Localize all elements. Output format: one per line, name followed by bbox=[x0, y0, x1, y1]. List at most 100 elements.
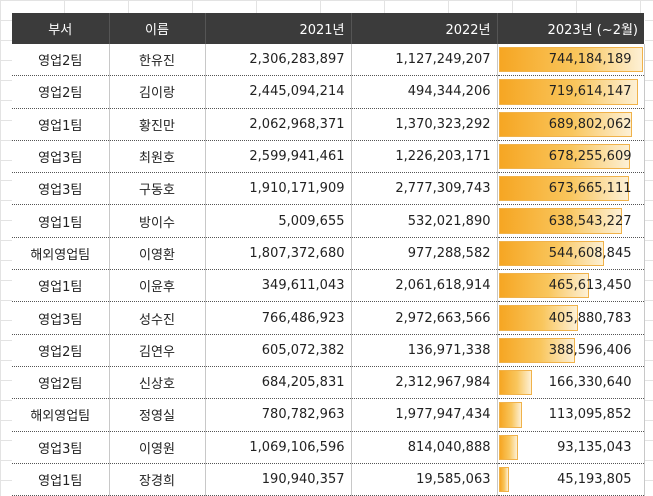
cell-name[interactable]: 최원호 bbox=[109, 140, 206, 174]
cell-2021[interactable]: 2,599,941,461 bbox=[205, 140, 352, 174]
data-bar bbox=[498, 143, 630, 170]
cell-2023-value: 93,135,043 bbox=[557, 439, 632, 455]
table-row: 해외영업팀 정영실 780,782,963 1,977,947,434 113,095,… bbox=[12, 398, 645, 432]
table-row: 영업2팀 김연우 605,072,382 136,971,338 388,596,406 bbox=[12, 334, 645, 367]
cell-dept[interactable]: 해외영업팀 bbox=[12, 398, 110, 432]
cell-2021[interactable]: 2,306,283,897 bbox=[205, 44, 352, 77]
cell-dept[interactable]: 영업3팀 bbox=[12, 301, 110, 335]
cell-2021[interactable]: 5,009,655 bbox=[205, 204, 352, 238]
table-row: 영업2팀 김이랑 2,445,094,214 494,344,206 719,614,1… bbox=[12, 75, 645, 109]
cell-2023[interactable]: 166,330,640 bbox=[497, 366, 645, 400]
header-2023[interactable]: 2023년 (~2월) bbox=[497, 13, 644, 44]
cell-name[interactable]: 이영환 bbox=[109, 237, 206, 271]
table-row: 영업2팀 신상호 684,205,831 2,312,967,984 166,330,6… bbox=[12, 366, 645, 400]
cell-2023[interactable]: 673,665,111 bbox=[497, 172, 645, 206]
data-bar bbox=[498, 369, 533, 396]
cell-2023[interactable]: 544,608,845 bbox=[497, 237, 645, 271]
cell-2023[interactable]: 465,613,450 bbox=[497, 269, 645, 303]
cell-name[interactable]: 김연우 bbox=[109, 334, 206, 367]
cell-dept[interactable]: 영업2팀 bbox=[12, 366, 110, 400]
table-row: 영업1팀 이윤후 349,611,043 2,061,618,914 465,613,4… bbox=[12, 269, 645, 303]
cell-2023[interactable]: 678,255,609 bbox=[497, 140, 645, 174]
cell-name[interactable]: 장경희 bbox=[109, 463, 206, 496]
cell-2022[interactable]: 1,370,323,292 bbox=[351, 108, 498, 141]
cell-2021[interactable]: 2,062,968,371 bbox=[205, 108, 352, 141]
cell-dept[interactable]: 영업2팀 bbox=[12, 334, 110, 367]
cell-2021[interactable]: 780,782,963 bbox=[205, 398, 352, 432]
cell-dept[interactable]: 영업3팀 bbox=[12, 140, 110, 174]
header-name[interactable]: 이름 bbox=[109, 13, 206, 44]
cell-2022[interactable]: 1,226,203,171 bbox=[351, 140, 498, 174]
data-bar bbox=[498, 434, 519, 460]
header-dept[interactable]: 부서 bbox=[12, 13, 110, 44]
data-bar bbox=[498, 111, 633, 137]
cell-2023[interactable]: 405,880,783 bbox=[497, 301, 645, 335]
cell-2022[interactable]: 814,040,888 bbox=[351, 431, 498, 464]
cell-2021[interactable]: 766,486,923 bbox=[205, 301, 352, 335]
cell-dept[interactable]: 영업2팀 bbox=[12, 44, 110, 77]
cell-2023-value: 45,193,805 bbox=[557, 472, 632, 487]
header-2021[interactable]: 2021년 bbox=[205, 13, 352, 44]
cell-dept[interactable]: 해외영업팀 bbox=[12, 237, 110, 271]
data-bar bbox=[498, 79, 638, 105]
cell-2021[interactable]: 1,807,372,680 bbox=[205, 237, 352, 271]
cell-name[interactable]: 정영실 bbox=[109, 398, 206, 432]
cell-2022[interactable]: 2,061,618,914 bbox=[351, 269, 498, 303]
cell-2021[interactable]: 1,069,106,596 bbox=[205, 431, 352, 464]
cell-2023-value: 638,543,227 bbox=[548, 213, 632, 229]
data-bar bbox=[498, 208, 623, 234]
cell-2021[interactable]: 190,940,357 bbox=[205, 463, 352, 496]
cell-2022[interactable]: 2,972,663,566 bbox=[351, 301, 498, 335]
cell-2023[interactable]: 689,802,062 bbox=[497, 108, 645, 141]
cell-2022[interactable]: 19,585,063 bbox=[351, 463, 498, 496]
cell-name[interactable]: 황진만 bbox=[109, 108, 206, 141]
cell-dept[interactable]: 영업1팀 bbox=[12, 463, 110, 496]
cell-name[interactable]: 방이수 bbox=[109, 204, 206, 238]
table-row: 영업3팀 구동호 1,910,171,909 2,777,309,743 673,665… bbox=[12, 172, 645, 206]
data-bar bbox=[498, 337, 575, 363]
cell-dept[interactable]: 영업3팀 bbox=[12, 431, 110, 464]
table-row: 영업1팀 황진만 2,062,968,371 1,370,323,292 689,802… bbox=[12, 108, 645, 141]
cell-2023[interactable]: 719,614,147 bbox=[497, 75, 645, 109]
cell-2022[interactable]: 1,127,249,207 bbox=[351, 44, 498, 77]
cell-dept[interactable]: 영업1팀 bbox=[12, 108, 110, 141]
cell-2021[interactable]: 605,072,382 bbox=[205, 334, 352, 367]
cell-dept[interactable]: 영업2팀 bbox=[12, 75, 110, 109]
cell-2023-value: 719,614,147 bbox=[548, 84, 632, 100]
cell-name[interactable]: 구동호 bbox=[109, 172, 206, 206]
cell-2022[interactable]: 2,312,967,984 bbox=[351, 366, 498, 400]
cell-name[interactable]: 김이랑 bbox=[109, 75, 206, 109]
cell-2022[interactable]: 1,977,947,434 bbox=[351, 398, 498, 432]
cell-name[interactable]: 이영원 bbox=[109, 431, 206, 464]
cell-dept[interactable]: 영업3팀 bbox=[12, 172, 110, 206]
cell-2022[interactable]: 2,777,309,743 bbox=[351, 172, 498, 206]
cell-2021[interactable]: 1,910,171,909 bbox=[205, 172, 352, 206]
cell-dept[interactable]: 영업1팀 bbox=[12, 269, 110, 303]
cell-2023[interactable]: 93,135,043 bbox=[497, 431, 645, 464]
table-row: 영업3팀 이영원 1,069,106,596 814,040,888 93,135,04… bbox=[12, 431, 645, 464]
header-2022[interactable]: 2022년 bbox=[351, 13, 498, 44]
cell-2023[interactable]: 744,184,189 bbox=[497, 44, 645, 77]
cell-2022[interactable]: 977,288,582 bbox=[351, 237, 498, 271]
cell-2023-value: 166,330,640 bbox=[548, 375, 632, 391]
cell-2021[interactable]: 684,205,831 bbox=[205, 366, 352, 400]
cell-2023[interactable]: 113,095,852 bbox=[497, 398, 645, 432]
cell-name[interactable]: 신상호 bbox=[109, 366, 206, 400]
cell-2023[interactable]: 45,193,805 bbox=[497, 463, 645, 496]
table-row: 해외영업팀 이영환 1,807,372,680 977,288,582 544,608,… bbox=[12, 237, 645, 271]
cell-2021[interactable]: 349,611,043 bbox=[205, 269, 352, 303]
cell-2023[interactable]: 638,543,227 bbox=[497, 204, 645, 238]
cell-2022[interactable]: 136,971,338 bbox=[351, 334, 498, 367]
data-bar bbox=[498, 305, 578, 331]
cell-name[interactable]: 한유진 bbox=[109, 44, 206, 77]
cell-2022[interactable]: 494,344,206 bbox=[351, 75, 498, 109]
cell-2022[interactable]: 532,021,890 bbox=[351, 204, 498, 238]
table-row: 영업3팀 성수진 766,486,923 2,972,663,566 405,880,7… bbox=[12, 301, 645, 335]
cell-2023[interactable]: 388,596,406 bbox=[497, 334, 645, 367]
cell-name[interactable]: 이윤후 bbox=[109, 269, 206, 303]
header-row: 부서 이름 2021년 2022년 2023년 (~2월) bbox=[12, 13, 644, 44]
cell-dept[interactable]: 영업1팀 bbox=[12, 204, 110, 238]
table-row: 영업3팀 최원호 2,599,941,461 1,226,203,171 678,255… bbox=[12, 140, 645, 174]
cell-2021[interactable]: 2,445,094,214 bbox=[205, 75, 352, 109]
cell-name[interactable]: 성수진 bbox=[109, 301, 206, 335]
